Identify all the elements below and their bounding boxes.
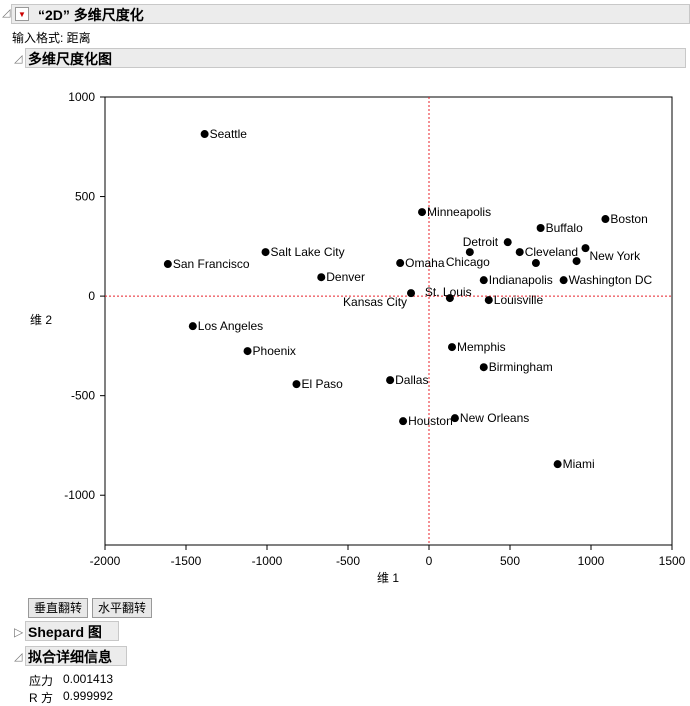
point-label: Washington DC (569, 273, 653, 287)
fit-header: 拟合详细信息 (25, 646, 127, 666)
input-format: 输入格式: 距离 (12, 31, 91, 45)
data-point (448, 343, 457, 352)
data-point (531, 259, 540, 268)
data-point (163, 260, 172, 269)
report-title: “2D” 多维尺度化 (38, 7, 144, 23)
point-label: Houston (408, 414, 453, 428)
data-point (386, 376, 395, 385)
x-tick-label: -2000 (90, 554, 121, 568)
data-point (261, 248, 270, 257)
data-point (553, 460, 562, 469)
data-point (450, 414, 459, 423)
point-label: Los Angeles (198, 319, 263, 333)
point-label: Birmingham (489, 360, 553, 374)
red-menu-arrow-icon[interactable]: ▼ (15, 7, 29, 21)
point-label: Chicago (446, 255, 490, 269)
expand-triangle-icon[interactable]: ▷ (14, 625, 24, 639)
mds-plot: -2000 -1500 -1000 -500 0 500 1000 1500 -1000 -500… (30, 90, 686, 585)
rsquare-label: R 方 (29, 691, 54, 705)
data-point (536, 224, 545, 233)
y-tick-label: 1000 (68, 90, 95, 104)
y-axis-label: 维 2 (30, 313, 52, 327)
fit-row: R 方 0.999992 (29, 689, 113, 706)
data-point (515, 248, 524, 257)
point-label: Dallas (395, 373, 428, 387)
data-point (559, 276, 568, 285)
collapse-triangle-icon[interactable]: ◿ (14, 53, 23, 65)
stress-label: 应力 (29, 674, 54, 688)
point-label: El Paso (301, 377, 343, 391)
y-tick-label: -500 (71, 389, 95, 403)
point-label: Denver (326, 270, 365, 284)
point-label: St. Louis (425, 285, 472, 299)
plot-header: 多维尺度化图 (25, 48, 686, 68)
plot-title: 多维尺度化图 (28, 51, 112, 67)
data-point (479, 276, 488, 285)
data-point (418, 208, 427, 217)
x-tick-label: 1500 (659, 554, 686, 568)
report-header: ▼ “2D” 多维尺度化 (11, 4, 690, 24)
point-label: Salt Lake City (271, 245, 345, 259)
point-label: Boston (610, 212, 647, 226)
point-label: Cleveland (525, 245, 578, 259)
data-point (581, 244, 590, 253)
data-point (188, 322, 197, 331)
collapse-triangle-icon[interactable]: ◿ (2, 7, 11, 19)
data-point (601, 215, 610, 224)
data-point (243, 347, 252, 356)
data-point (484, 296, 493, 305)
x-tick-label: -1500 (171, 554, 202, 568)
x-tick-label: 1000 (578, 554, 605, 568)
data-point (445, 294, 454, 303)
plot-frame (104, 96, 673, 546)
shepard-title: Shepard 图 (28, 624, 102, 640)
point-label: Buffalo (546, 221, 583, 235)
data-point (479, 363, 488, 372)
data-point (317, 273, 326, 282)
point-label: Omaha (405, 256, 445, 270)
stress-value: 0.001413 (63, 672, 114, 686)
x-tick-label: -1000 (252, 554, 283, 568)
data-point (399, 417, 408, 426)
point-label: Memphis (457, 340, 506, 354)
y-tick-label: 0 (88, 289, 95, 303)
point-label: Kansas City (343, 295, 407, 309)
horizontal-flip-button[interactable]: 水平翻转 (92, 598, 153, 618)
fit-row: 应力 0.001413 (29, 672, 113, 689)
point-label: Phoenix (253, 344, 296, 358)
x-tick-label: -500 (336, 554, 360, 568)
vertical-flip-button[interactable]: 垂直翻转 (28, 598, 89, 618)
x-tick-label: 0 (426, 554, 433, 568)
rsquare-value: 0.999992 (63, 689, 114, 703)
point-label: Seattle (210, 127, 248, 141)
data-point (396, 259, 405, 268)
x-axis-label: 维 1 (377, 571, 399, 585)
point-label: Detroit (463, 235, 499, 249)
data-point (572, 257, 581, 266)
shepard-header[interactable]: Shepard 图 (25, 621, 119, 641)
fit-title: 拟合详细信息 (28, 649, 112, 665)
data-point (465, 248, 474, 257)
y-tick-label: -1000 (64, 488, 95, 502)
y-tick-label: 500 (75, 190, 95, 204)
x-tick-label: 500 (500, 554, 520, 568)
point-label: Indianapolis (489, 273, 553, 287)
collapse-triangle-icon[interactable]: ◿ (14, 651, 23, 663)
data-point (503, 238, 512, 247)
point-label: Louisville (494, 293, 544, 307)
data-point (200, 130, 209, 139)
data-point (407, 289, 416, 298)
data-point (292, 380, 301, 389)
point-label: Miami (563, 457, 595, 471)
point-label: New Orleans (460, 411, 529, 425)
point-label: Minneapolis (427, 205, 491, 219)
point-label: New York (589, 249, 641, 263)
point-label: San Francisco (173, 257, 250, 271)
